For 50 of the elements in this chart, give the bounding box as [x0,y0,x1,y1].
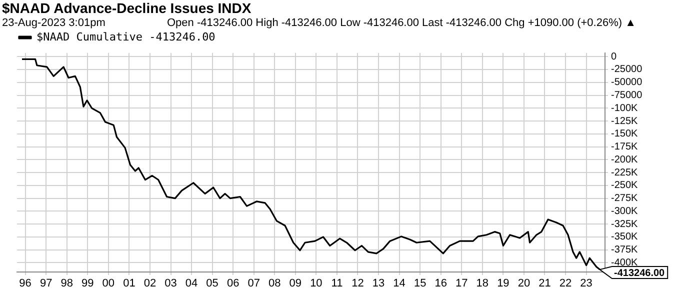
x-tick-label: 00 [102,278,115,290]
x-tick-label: 08 [268,278,281,290]
x-tick-label: 17 [456,278,468,290]
y-tick-label: -50000 [611,77,643,88]
x-tick-label: 16 [434,278,447,290]
x-tick-label: 12 [352,278,364,290]
x-tick-label: 15 [414,278,426,290]
x-tick-label: 23 [580,278,592,290]
y-tick-label: -25000 [611,64,643,76]
chart-subtitle: 23-Aug-2023 3:01pm [2,17,106,29]
x-tick-label: 03 [164,278,177,290]
x-tick-label: 18 [476,278,489,290]
x-tick-label: 99 [82,278,94,290]
x-tick-label: 01 [123,278,136,290]
y-tick-label: -375K [611,244,638,256]
x-tick-label: 07 [248,278,260,290]
x-tick-label: 96 [19,278,32,290]
y-tick-label: -400K [611,257,638,268]
y-tick-label: -275K [611,193,638,204]
x-tick-label: 98 [60,278,73,290]
x-tick-label: 14 [393,278,406,290]
x-tick-label: 21 [538,278,551,290]
annotation: -413246.00 [614,268,666,279]
y-tick-label: -250K [611,180,638,192]
chart-title: $NAAD Advance-Decline Issues INDX [2,0,252,16]
y-tick-label: -150K [611,128,638,140]
y-tick-label: -75000 [611,90,643,102]
x-tick-label: 02 [144,278,156,290]
x-tick-label: 13 [372,278,385,290]
y-tick-label: -225K [611,167,638,178]
legend-label: $NAAD Cumulative -413246.00 [36,30,216,44]
y-tick-label: 0 [611,51,617,62]
x-tick-label: 04 [185,278,198,290]
y-tick-label: -300K [611,206,638,217]
x-tick-label: 11 [331,278,343,290]
x-tick-label: 22 [559,278,572,290]
x-tick-label: 06 [226,278,240,290]
y-tick-label: -100K [611,102,638,114]
y-tick-label: -175K [611,142,638,153]
x-tick-label: 09 [289,278,302,290]
x-tick-label: 19 [497,278,510,290]
x-tick-label: 97 [40,278,52,290]
x-tick-label: 20 [518,278,530,290]
x-tick-label: 10 [310,278,322,290]
y-tick-label: -200K [611,154,638,166]
y-tick-label: -325K [611,218,638,230]
y-tick-label: -350K [611,232,638,243]
x-tick-label: 05 [206,278,218,290]
text: Open -413246.00 High -413246.00 Low -413246.00 Last -413246.00 Chg +1090.00 (+0.26%) ▲ [167,17,636,29]
y-tick-label: -125K [611,116,638,127]
